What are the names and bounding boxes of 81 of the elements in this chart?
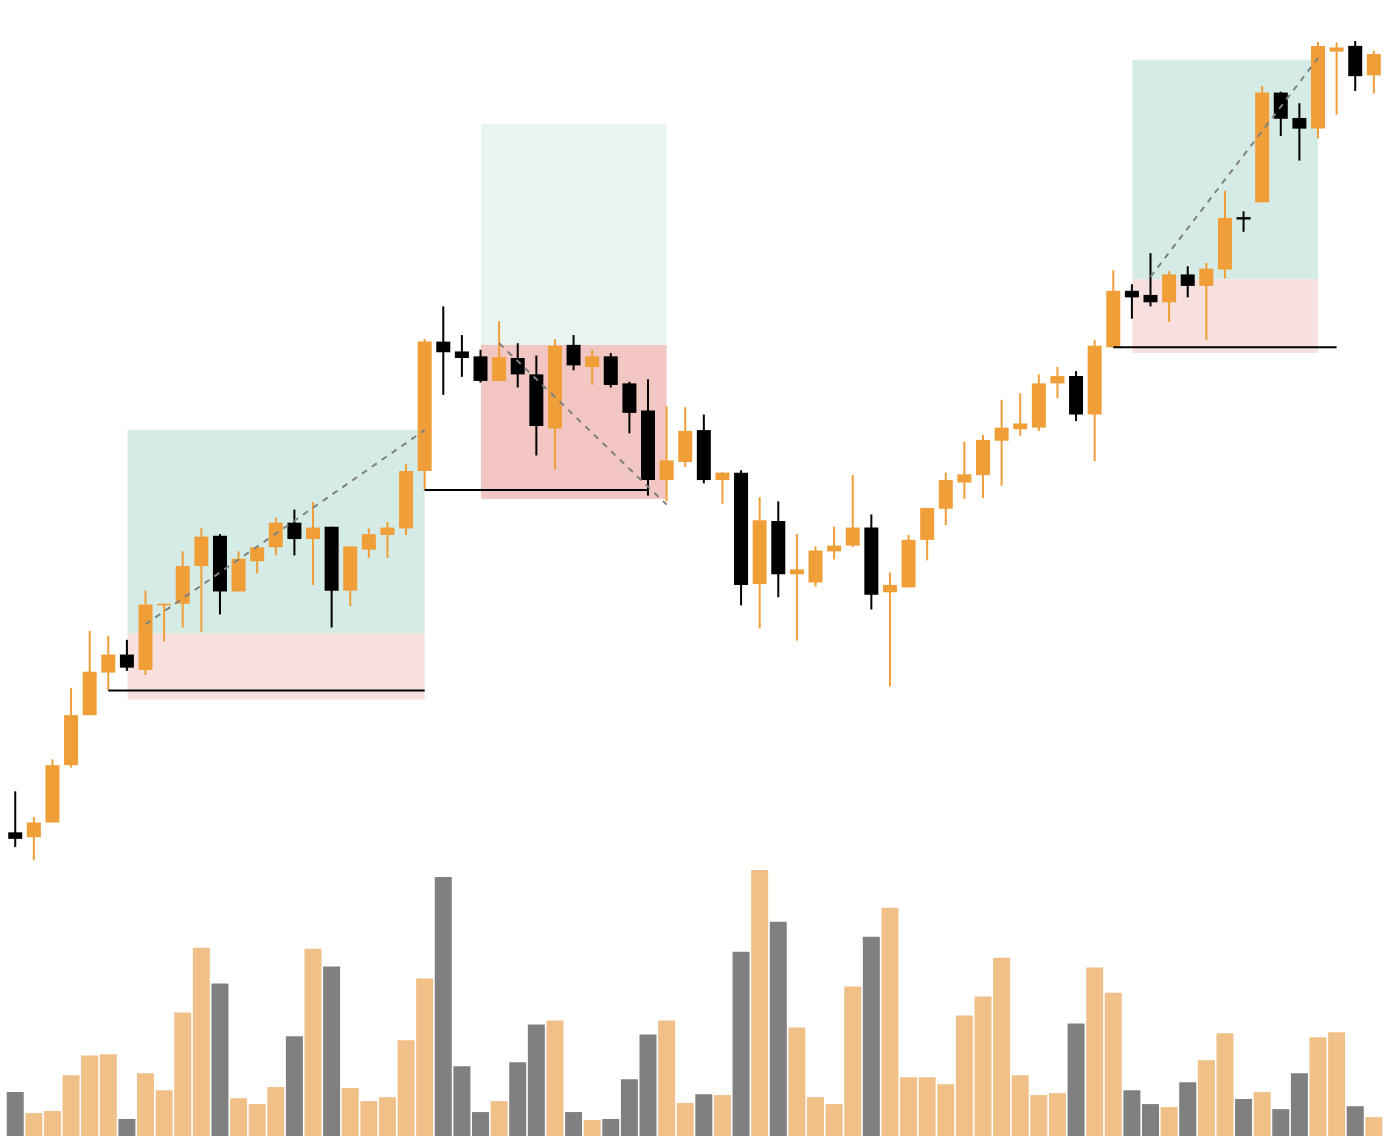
bar	[1048, 1093, 1066, 1136]
candlestick	[1329, 41, 1344, 116]
bar	[676, 1103, 694, 1136]
bar	[6, 1092, 24, 1136]
candlestick	[101, 634, 116, 691]
bar	[769, 921, 787, 1136]
candlestick	[306, 501, 321, 586]
bar	[602, 1118, 620, 1136]
bar	[1365, 1117, 1383, 1136]
bar	[230, 1098, 248, 1136]
bar	[1123, 1090, 1141, 1136]
bar	[881, 907, 899, 1136]
bar	[1179, 1082, 1197, 1136]
candlestick	[1292, 102, 1307, 162]
bar	[43, 1111, 61, 1136]
candlestick	[454, 334, 469, 378]
bar	[1290, 1073, 1308, 1136]
bar	[323, 966, 341, 1136]
candlestick	[1143, 252, 1158, 308]
candlestick	[566, 334, 581, 372]
bar	[25, 1113, 43, 1136]
candlestick	[715, 470, 730, 505]
bar	[546, 1020, 564, 1136]
candlestick	[659, 405, 674, 503]
bar	[527, 1024, 545, 1136]
candlestick	[789, 533, 804, 642]
bar	[807, 1097, 825, 1136]
candlestick	[492, 320, 507, 382]
bar	[1142, 1104, 1159, 1136]
bar	[211, 983, 229, 1136]
candlestick	[882, 571, 897, 688]
bar	[751, 870, 769, 1136]
bar	[713, 1095, 731, 1136]
candlestick	[1199, 261, 1214, 341]
bar	[99, 1054, 117, 1136]
bar	[1086, 967, 1104, 1136]
candlestick	[1180, 265, 1195, 299]
bar	[639, 1034, 657, 1136]
candlestick	[380, 520, 395, 559]
bar	[509, 1062, 527, 1136]
bar	[1235, 1099, 1253, 1136]
bar	[695, 1094, 713, 1136]
bar	[1253, 1092, 1271, 1136]
bar	[285, 1036, 303, 1136]
candlestick	[1236, 210, 1251, 233]
bar	[620, 1079, 638, 1136]
bar	[658, 1020, 676, 1136]
bar	[1067, 1023, 1085, 1136]
bar	[732, 951, 750, 1136]
bar	[862, 936, 880, 1136]
candlestick	[1124, 283, 1139, 320]
bar	[1346, 1106, 1364, 1136]
candlestick	[1366, 49, 1381, 95]
bar	[1104, 992, 1122, 1136]
candlestick	[1050, 366, 1065, 400]
candlestick	[845, 474, 860, 549]
candlestick	[8, 790, 23, 849]
candlestick	[26, 815, 41, 862]
bar	[1272, 1109, 1290, 1136]
candlestick	[510, 342, 525, 389]
candlestick	[287, 508, 302, 557]
candlestick	[994, 398, 1009, 487]
candlestick	[436, 305, 451, 396]
candlestick	[119, 638, 134, 672]
bar	[118, 1118, 136, 1136]
bar	[472, 1112, 490, 1136]
bar	[378, 1097, 396, 1136]
bar	[192, 947, 210, 1136]
bar	[304, 948, 322, 1136]
candlestick	[957, 440, 972, 500]
bar	[1160, 1107, 1178, 1136]
candlestick	[585, 348, 600, 387]
bar	[137, 1073, 155, 1136]
bar	[955, 1015, 973, 1136]
candlestick	[250, 546, 265, 575]
candlestick	[361, 527, 376, 559]
bar	[565, 1112, 583, 1136]
bar	[490, 1101, 508, 1136]
bar	[583, 1120, 601, 1136]
bar	[788, 1027, 806, 1136]
bar	[900, 1077, 918, 1136]
